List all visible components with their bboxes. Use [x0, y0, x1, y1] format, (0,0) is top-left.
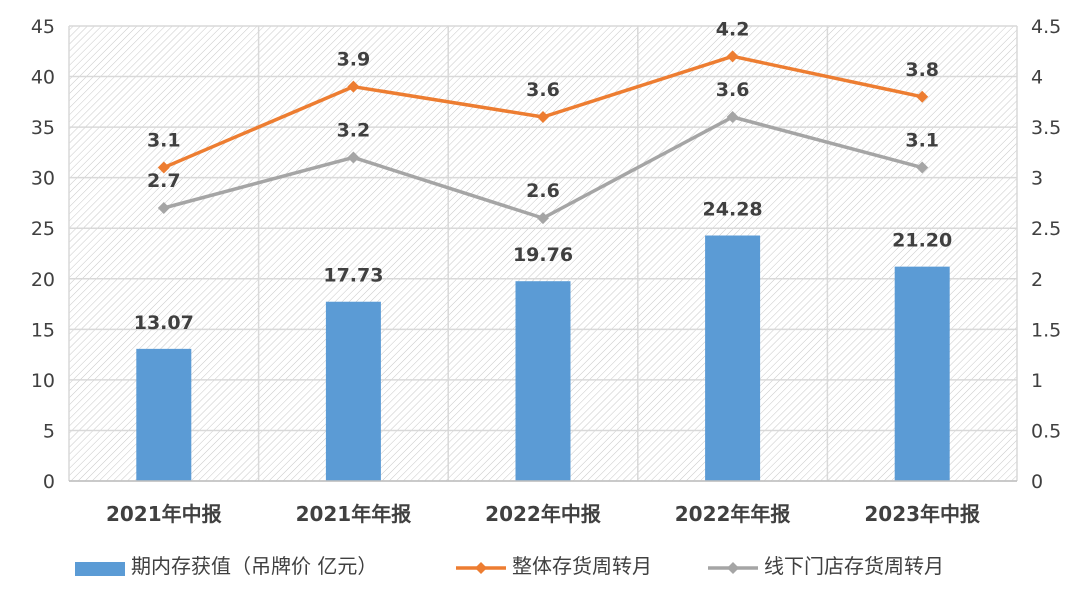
- right-tick-label: 0: [1031, 471, 1043, 493]
- line-data-label: 3.9: [337, 49, 371, 71]
- legend-label: 线下门店存货周转月: [764, 554, 944, 578]
- line-point-marker: [916, 161, 929, 174]
- bar-series: 13.07 17.73 19.76 24.28 21.20: [134, 199, 952, 481]
- line-point-marker: [157, 161, 170, 174]
- right-tick-label: 3.5: [1031, 117, 1061, 139]
- left-tick-label: 40: [31, 67, 55, 89]
- bar-data-label: 17.73: [323, 265, 383, 287]
- right-tick-label: 1: [1031, 370, 1043, 392]
- line-point-marker: [347, 80, 360, 93]
- category-label: 2022年中报: [485, 502, 601, 526]
- right-tick-label: 0.5: [1031, 420, 1061, 442]
- left-tick-label: 20: [31, 269, 55, 291]
- legend-label: 期内存获值（吊牌价 亿元）: [131, 554, 377, 578]
- line-point-marker: [347, 151, 360, 164]
- bar: [894, 266, 950, 481]
- line-data-label: 4.2: [716, 18, 750, 40]
- x-axis: 2021年中报 2021年年报 2022年中报 2022年年报 2023年中报: [69, 480, 1017, 526]
- legend-label: 整体存货周转月: [512, 554, 652, 578]
- left-tick-label: 10: [31, 370, 55, 392]
- right-tick-label: 2: [1031, 269, 1043, 291]
- category-label: 2022年年报: [675, 502, 791, 526]
- legend-swatch-marker: [727, 562, 739, 574]
- line-data-label: 3.2: [337, 119, 371, 141]
- right-tick-label: 4: [1031, 67, 1043, 89]
- legend-swatch-bar: [75, 562, 125, 576]
- line-series: 3.1 3.9 3.6 4.2 3.8 2.7 3.2 2.6 3.6 3.1: [147, 18, 939, 225]
- left-tick-label: 30: [31, 168, 55, 190]
- bar-data-label: 24.28: [703, 199, 763, 221]
- line-point-marker: [726, 111, 739, 123]
- left-tick-label: 15: [31, 319, 55, 341]
- legend-swatch-marker: [475, 562, 487, 574]
- bar-data-label: 13.07: [134, 312, 194, 334]
- bar: [705, 235, 761, 481]
- left-tick-label: 45: [31, 16, 55, 38]
- line-point-marker: [726, 50, 739, 63]
- line-data-label: 3.6: [716, 79, 750, 101]
- category-label: 2021年中报: [106, 502, 222, 526]
- left-tick-label: 0: [43, 471, 55, 493]
- line-point-marker: [157, 202, 170, 214]
- right-axis: 0 0.5 1 1.5 2 2.5 3 3.5 4 4.5: [1031, 16, 1061, 493]
- left-tick-label: 5: [43, 420, 55, 442]
- line-point-marker: [537, 212, 549, 225]
- left-tick-label: 35: [31, 117, 55, 139]
- category-label: 2021年年报: [296, 502, 412, 526]
- bar: [325, 301, 381, 481]
- bar: [136, 348, 192, 481]
- line-point-marker: [537, 111, 549, 123]
- legend: 期内存获值（吊牌价 亿元） 整体存货周转月 线下门店存货周转月: [75, 554, 944, 578]
- line-data-label: 2.6: [526, 180, 560, 202]
- bar-data-label: 19.76: [513, 244, 573, 266]
- bar-data-label: 21.20: [892, 230, 952, 252]
- line-data-label: 2.7: [147, 170, 181, 192]
- bar: [515, 281, 571, 481]
- line-data-label: 3.6: [526, 79, 560, 101]
- line-data-label: 3.8: [905, 59, 939, 81]
- line-data-label: 3.1: [905, 130, 939, 152]
- right-tick-label: 1.5: [1031, 319, 1061, 341]
- category-label: 2023年中报: [864, 502, 980, 526]
- right-tick-label: 3: [1031, 168, 1043, 190]
- left-axis: 0 5 10 15 20 25 30 35 40 45: [31, 16, 55, 493]
- line-point-marker: [916, 90, 929, 103]
- line-data-label: 3.1: [147, 130, 181, 152]
- right-tick-label: 4.5: [1031, 16, 1061, 38]
- right-tick-label: 2.5: [1031, 218, 1061, 240]
- left-tick-label: 25: [31, 218, 55, 240]
